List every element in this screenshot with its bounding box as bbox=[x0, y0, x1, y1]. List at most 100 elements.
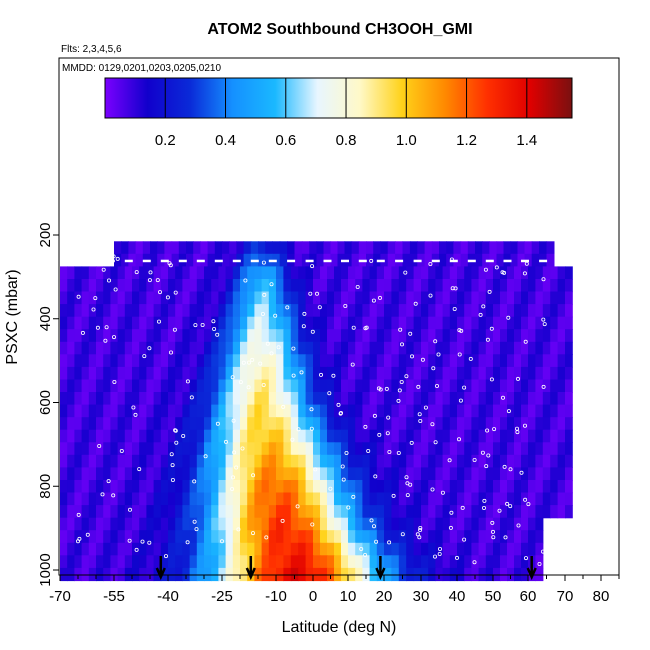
heatmap-cell bbox=[507, 517, 515, 531]
heatmap-cell bbox=[103, 266, 111, 280]
heatmap-cell bbox=[117, 480, 126, 494]
sample-marker bbox=[331, 373, 336, 378]
heatmap-cell bbox=[313, 555, 321, 569]
heatmap-cell bbox=[478, 354, 487, 368]
heatmap-cell bbox=[117, 467, 126, 481]
heatmap-cell bbox=[535, 366, 544, 381]
heatmap-cell bbox=[110, 467, 119, 481]
heatmap-cell bbox=[542, 417, 551, 431]
heatmap-cell bbox=[464, 316, 472, 330]
heatmap-cell bbox=[103, 542, 111, 556]
heatmap-cell bbox=[341, 530, 349, 544]
heatmap-cell bbox=[189, 354, 198, 368]
heatmap-cell bbox=[168, 316, 176, 330]
heatmap-cell bbox=[500, 442, 508, 456]
heatmap-cell bbox=[74, 492, 83, 506]
heatmap-cell bbox=[313, 329, 321, 343]
heatmap-cell bbox=[320, 366, 328, 381]
heatmap-cell bbox=[428, 542, 436, 556]
heatmap-cell bbox=[406, 467, 415, 481]
heatmap-cell bbox=[117, 505, 126, 519]
heatmap-cell bbox=[464, 266, 472, 280]
sample-marker bbox=[134, 270, 139, 275]
heatmap-cell bbox=[276, 492, 284, 506]
sample-marker bbox=[280, 518, 285, 523]
x-tick-label: -25 bbox=[211, 588, 233, 605]
heatmap-cell bbox=[153, 379, 162, 393]
sample-marker bbox=[485, 428, 490, 433]
heatmap-cell bbox=[421, 354, 429, 368]
heatmap-cell bbox=[313, 291, 321, 305]
heatmap-cell bbox=[254, 555, 263, 569]
heatmap-cell bbox=[60, 366, 68, 381]
heatmap-cell bbox=[535, 530, 544, 544]
heatmap-cell bbox=[327, 467, 335, 481]
sample-marker bbox=[137, 467, 142, 472]
heatmap-cell bbox=[369, 417, 378, 431]
heatmap-cell bbox=[507, 542, 515, 556]
heatmap-cell bbox=[376, 542, 385, 556]
heatmap-cell bbox=[132, 266, 140, 280]
heatmap-cell bbox=[313, 517, 321, 531]
heatmap-cell bbox=[175, 505, 183, 519]
heatmap-cell bbox=[247, 304, 255, 318]
heatmap-cell bbox=[421, 341, 429, 355]
heatmap-cell bbox=[421, 316, 429, 330]
heatmap-cell bbox=[117, 366, 126, 381]
heatmap-cell bbox=[196, 492, 205, 506]
sample-marker bbox=[328, 486, 333, 491]
heatmap-cell bbox=[88, 266, 97, 280]
heatmap-cell bbox=[268, 379, 277, 393]
heatmap-cell bbox=[376, 467, 385, 481]
heatmap-cell bbox=[493, 480, 501, 494]
heatmap-cell bbox=[442, 442, 451, 456]
heatmap-cell bbox=[435, 442, 444, 456]
heatmap-cell bbox=[485, 555, 494, 569]
heatmap-cell bbox=[247, 492, 255, 506]
heatmap-cell bbox=[132, 542, 140, 556]
heatmap-cell bbox=[290, 316, 299, 330]
heatmap-cell bbox=[139, 505, 147, 519]
heatmap-cell bbox=[550, 392, 559, 406]
heatmap-cell bbox=[557, 454, 566, 468]
heatmap-cell bbox=[240, 417, 248, 431]
heatmap-cell bbox=[510, 241, 519, 255]
heatmap-cell bbox=[413, 454, 422, 468]
heatmap-cell bbox=[521, 492, 529, 506]
heatmap-cell bbox=[290, 304, 299, 318]
sample-marker bbox=[417, 412, 422, 417]
heatmap-cell bbox=[369, 530, 378, 544]
heatmap-cell bbox=[67, 392, 75, 406]
heatmap-cell bbox=[449, 417, 458, 431]
heatmap-cell bbox=[421, 555, 429, 569]
sample-marker bbox=[301, 324, 306, 329]
heatmap-cell bbox=[182, 304, 191, 318]
heatmap-cell bbox=[153, 392, 162, 406]
heatmap-cell bbox=[139, 492, 147, 506]
heatmap-cell bbox=[485, 291, 494, 305]
heatmap-cell bbox=[557, 417, 566, 431]
heatmap-cell bbox=[514, 429, 522, 443]
heatmap-cell bbox=[146, 555, 155, 569]
heatmap-cell bbox=[384, 304, 392, 318]
heatmap-cell bbox=[341, 304, 349, 318]
heatmap-cell bbox=[196, 555, 205, 569]
heatmap-cell bbox=[146, 404, 155, 418]
heatmap-cell bbox=[211, 467, 219, 481]
heatmap-cell bbox=[88, 279, 97, 293]
heatmap-cell bbox=[493, 316, 501, 330]
heatmap-cell bbox=[334, 316, 342, 330]
heatmap-cell bbox=[168, 304, 176, 318]
heatmap-cell bbox=[514, 417, 522, 431]
heatmap-cell bbox=[276, 505, 284, 519]
heatmap-cell bbox=[117, 530, 126, 544]
heatmap-cell bbox=[428, 291, 436, 305]
heatmap-cell bbox=[334, 429, 342, 443]
y-tick-label: 200 bbox=[37, 222, 54, 247]
heatmap-cell bbox=[521, 379, 529, 393]
heatmap-cell bbox=[485, 404, 494, 418]
heatmap-cell bbox=[327, 505, 335, 519]
heatmap-cell bbox=[160, 530, 169, 544]
heatmap-cell bbox=[247, 404, 255, 418]
heatmap-cell bbox=[182, 467, 191, 481]
